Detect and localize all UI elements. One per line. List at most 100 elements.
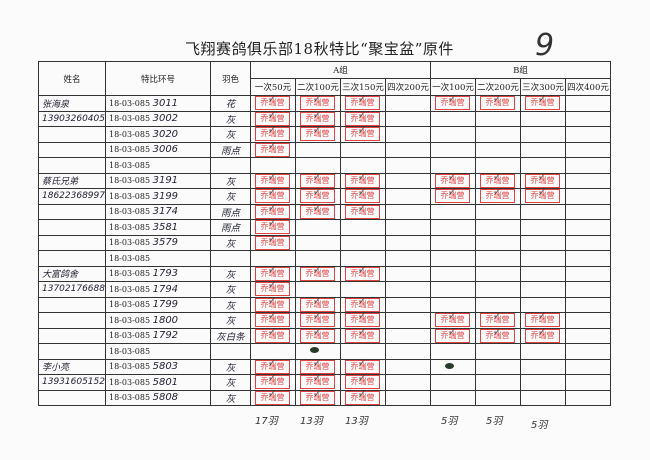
seal-stamp: 乔瑞营 xyxy=(480,327,515,343)
color-cell: 雨点 xyxy=(210,203,251,220)
b-round-2-cell xyxy=(475,281,521,298)
a-round-4-cell xyxy=(385,296,431,313)
seal-stamp: 乔瑞营 xyxy=(255,110,290,126)
a-round-4-cell xyxy=(385,343,431,360)
seal-stamp: 乔瑞营 xyxy=(480,94,515,110)
seal-stamp: 乔瑞营 xyxy=(345,311,380,327)
b-round-2-cell xyxy=(475,374,521,391)
a-round-4-cell xyxy=(385,312,431,329)
b-round-3-cell xyxy=(520,126,566,143)
color-cell: 灰 xyxy=(210,296,251,313)
column-total: 5羽 xyxy=(531,420,548,431)
ring-cell: 18-03-085 3199 xyxy=(105,188,211,205)
b-round-4-cell xyxy=(565,126,611,143)
seal-stamp: 乔瑞营 xyxy=(255,389,290,405)
b-round-3-cell xyxy=(520,374,566,391)
b-round-2-cell: 乔瑞营 xyxy=(475,187,521,205)
b-round-3-cell: 乔瑞营 xyxy=(520,187,566,205)
ring-number: 3579 xyxy=(152,237,179,249)
b-round-4-cell xyxy=(565,265,611,282)
seal-stamp: 乔瑞营 xyxy=(345,187,380,203)
a-round-2-cell: 乔瑞营 xyxy=(295,327,341,344)
b-round-4-cell xyxy=(565,157,611,174)
a-round-1-cell: 乔瑞营 xyxy=(250,389,296,406)
seal-stamp: 乔瑞营 xyxy=(255,311,290,327)
b-round-3-cell xyxy=(520,141,566,158)
owner-cell: 大富鸽舍 xyxy=(38,265,106,282)
a-round-4-cell xyxy=(385,327,431,344)
a-round-2-cell: 乔瑞营 xyxy=(295,389,341,406)
table-row: 18-03-085 1799灰乔瑞营乔瑞营乔瑞营 xyxy=(38,296,611,313)
color-cell: 灰 xyxy=(210,110,251,127)
ring-cell: 18-03-085 5803 xyxy=(105,358,211,375)
seal-stamp: 乔瑞营 xyxy=(345,389,380,405)
owner-cell xyxy=(38,296,106,313)
a-round-2-cell xyxy=(295,234,341,251)
b-round-4-cell xyxy=(565,203,611,220)
seal-stamp: 乔瑞营 xyxy=(345,265,380,281)
seal-stamp: 乔瑞营 xyxy=(525,187,560,203)
b-round-4-cell xyxy=(565,95,611,112)
a-round-4-cell xyxy=(385,250,431,267)
table-row: 18-03-085 5808灰乔瑞营乔瑞营乔瑞营 xyxy=(38,389,611,406)
owner-cell xyxy=(38,389,106,406)
owner-cell xyxy=(38,312,106,329)
b-round-2-cell: 乔瑞营 xyxy=(475,94,521,112)
b-round-1-cell xyxy=(430,219,476,236)
ring-cell: 18-03-085 xyxy=(105,250,211,267)
seal-stamp: 乔瑞营 xyxy=(255,203,290,219)
ring-number: 1800 xyxy=(152,314,179,326)
b-round-1-cell xyxy=(430,374,476,391)
column-total: 5羽 xyxy=(441,416,458,427)
race-entry-table: 姓名 特比环号 羽色 A组 B组 一次50元 二次100元 三次150元 四次2… xyxy=(38,61,611,406)
seal-stamp: 乔瑞营 xyxy=(300,311,335,327)
table-row: 13702176688 18-03-085 1794 灰乔瑞营 xyxy=(38,280,611,298)
b-round-4-cell xyxy=(565,327,611,344)
ring-prefix: 18-03-085 xyxy=(109,346,151,356)
a-round-4-cell xyxy=(385,234,431,251)
a-round-2-cell xyxy=(295,141,341,158)
a-round-4-cell xyxy=(385,157,431,174)
b-round-1-cell: 乔瑞营 xyxy=(430,94,476,112)
seal-stamp: 乔瑞营 xyxy=(300,125,335,141)
ring-number: 1793 xyxy=(152,268,179,280)
header-ring: 特比环号 xyxy=(105,61,211,96)
a-round-4-cell xyxy=(385,374,431,391)
seal-stamp: 乔瑞营 xyxy=(255,265,290,281)
b-round-1-cell xyxy=(430,126,476,143)
b-round-3-cell xyxy=(520,250,566,267)
ring-prefix: 18-03-085 xyxy=(109,377,151,387)
header-a-1: 一次50元 xyxy=(250,78,296,96)
b-round-1-cell: 乔瑞营 xyxy=(430,187,476,205)
b-round-4-cell xyxy=(565,312,611,329)
seal-stamp: 乔瑞营 xyxy=(255,280,290,296)
b-round-3-cell xyxy=(520,110,566,127)
ring-number: 3020 xyxy=(152,128,179,140)
owner-cell xyxy=(38,126,106,143)
b-round-3-cell xyxy=(520,219,566,236)
ring-cell: 18-03-085 1793 xyxy=(105,265,211,282)
seal-stamp: 乔瑞营 xyxy=(300,389,335,405)
b-round-2-cell xyxy=(475,343,521,360)
ring-cell: 18-03-085 3020 xyxy=(105,126,211,143)
b-round-2-cell: 乔瑞营 xyxy=(475,327,521,344)
b-round-2-cell xyxy=(475,389,521,406)
b-round-4-cell xyxy=(565,343,611,360)
a-round-3-cell: 乔瑞营 xyxy=(340,125,386,143)
ring-cell: 18-03-085 3011 xyxy=(105,95,211,112)
ring-cell: 18-03-085 3006 xyxy=(105,141,211,158)
b-round-1-cell xyxy=(430,141,476,158)
color-cell: 灰 xyxy=(210,126,251,143)
color-cell xyxy=(210,157,251,174)
owner-cell: 李小亮 xyxy=(38,358,106,375)
b-round-1-cell xyxy=(430,265,476,282)
seal-stamp: 乔瑞营 xyxy=(435,327,470,343)
seal-stamp: 乔瑞营 xyxy=(345,327,380,343)
ring-prefix: 18-03-085 xyxy=(109,145,151,155)
b-round-4-cell xyxy=(565,110,611,127)
header-a-4: 四次200元 xyxy=(385,78,431,96)
ring-cell: 18-03-085 1794 xyxy=(105,281,211,298)
ring-prefix: 18-03-085 xyxy=(109,315,151,325)
